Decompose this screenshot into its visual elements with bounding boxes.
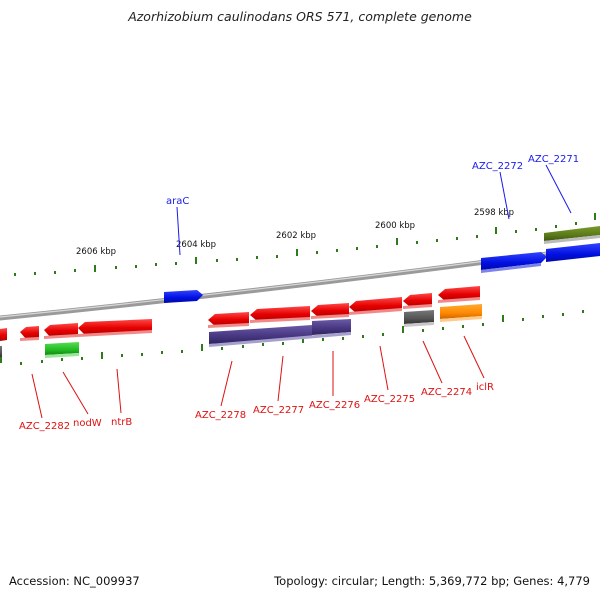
purple-shadow	[209, 332, 351, 347]
gene-AZC_2278[interactable]	[208, 312, 249, 326]
label-AZC_2276[interactable]: AZC_2276	[309, 400, 360, 411]
gene-iclR-orange-shadow	[440, 316, 482, 322]
label-AZC_2272[interactable]: AZC_2272	[472, 161, 523, 172]
gene-AZC_2282[interactable]	[20, 326, 39, 339]
label-AZC_2271[interactable]: AZC_2271	[528, 154, 579, 165]
map-title: Azorhizobium caulinodans ORS 571, comple…	[128, 9, 472, 24]
gene-AZC_2272[interactable]	[481, 252, 547, 270]
accession-text: Accession: NC_009937	[9, 574, 140, 588]
gene-AZC_2274-gray[interactable]	[404, 310, 434, 324]
label-AZC_2282[interactable]: AZC_2282	[19, 421, 70, 432]
gene-nodW[interactable]	[44, 323, 78, 337]
gene-AZC_2271-olive[interactable]	[544, 226, 600, 241]
gene-nodW-green[interactable]	[45, 342, 79, 355]
topology-info-text: Topology: circular; Length: 5,369,772 bp…	[274, 574, 590, 588]
gene-AZC_2276[interactable]	[311, 303, 349, 317]
gene-araC[interactable]	[164, 290, 203, 303]
row1-shadows	[20, 297, 480, 341]
scale-label-2604: 2604 kbp	[176, 240, 216, 250]
label-araC[interactable]: araC	[166, 196, 189, 207]
label-iclR[interactable]: iclR	[476, 382, 494, 393]
label-ntrB[interactable]: ntrB	[111, 417, 132, 428]
label-AZC_2278[interactable]: AZC_2278	[195, 410, 246, 421]
scale-label-2602: 2602 kbp	[276, 231, 316, 241]
outer-scale-ticks	[14, 213, 596, 276]
gene-AZC_2272-shadow	[481, 263, 541, 273]
gene-AZC_2277-purple[interactable]	[312, 319, 351, 335]
gene-AZC_2277[interactable]	[250, 306, 310, 321]
scale-label-2600: 2600 kbp	[375, 221, 415, 231]
gene-left-gray[interactable]	[0, 346, 2, 357]
gene-iclR-orange[interactable]	[440, 304, 482, 319]
leader-lines-outer	[176, 164, 572, 256]
leader-lines-inner	[31, 335, 485, 419]
scale-label-2606: 2606 kbp	[76, 247, 116, 257]
gene-AZC_2274[interactable]	[403, 293, 432, 307]
gene-nodW-green-shadow	[45, 353, 79, 358]
gene-AZC_2271[interactable]	[546, 243, 600, 262]
gene-AZC_2274-gray-shadow	[404, 322, 434, 327]
gene-iclR[interactable]	[438, 286, 480, 301]
label-AZC_2277[interactable]: AZC_2277	[253, 405, 304, 416]
label-nodW[interactable]: nodW	[73, 418, 102, 429]
inner-scale-ticks	[0, 310, 584, 365]
gene-AZC_2271-olive-shadow	[544, 235, 600, 244]
scale-label-2598: 2598 kbp	[474, 208, 514, 218]
gene-AZC_2282-a[interactable]	[0, 328, 7, 341]
label-AZC_2275[interactable]: AZC_2275	[364, 394, 415, 405]
label-AZC_2274[interactable]: AZC_2274	[421, 387, 472, 398]
